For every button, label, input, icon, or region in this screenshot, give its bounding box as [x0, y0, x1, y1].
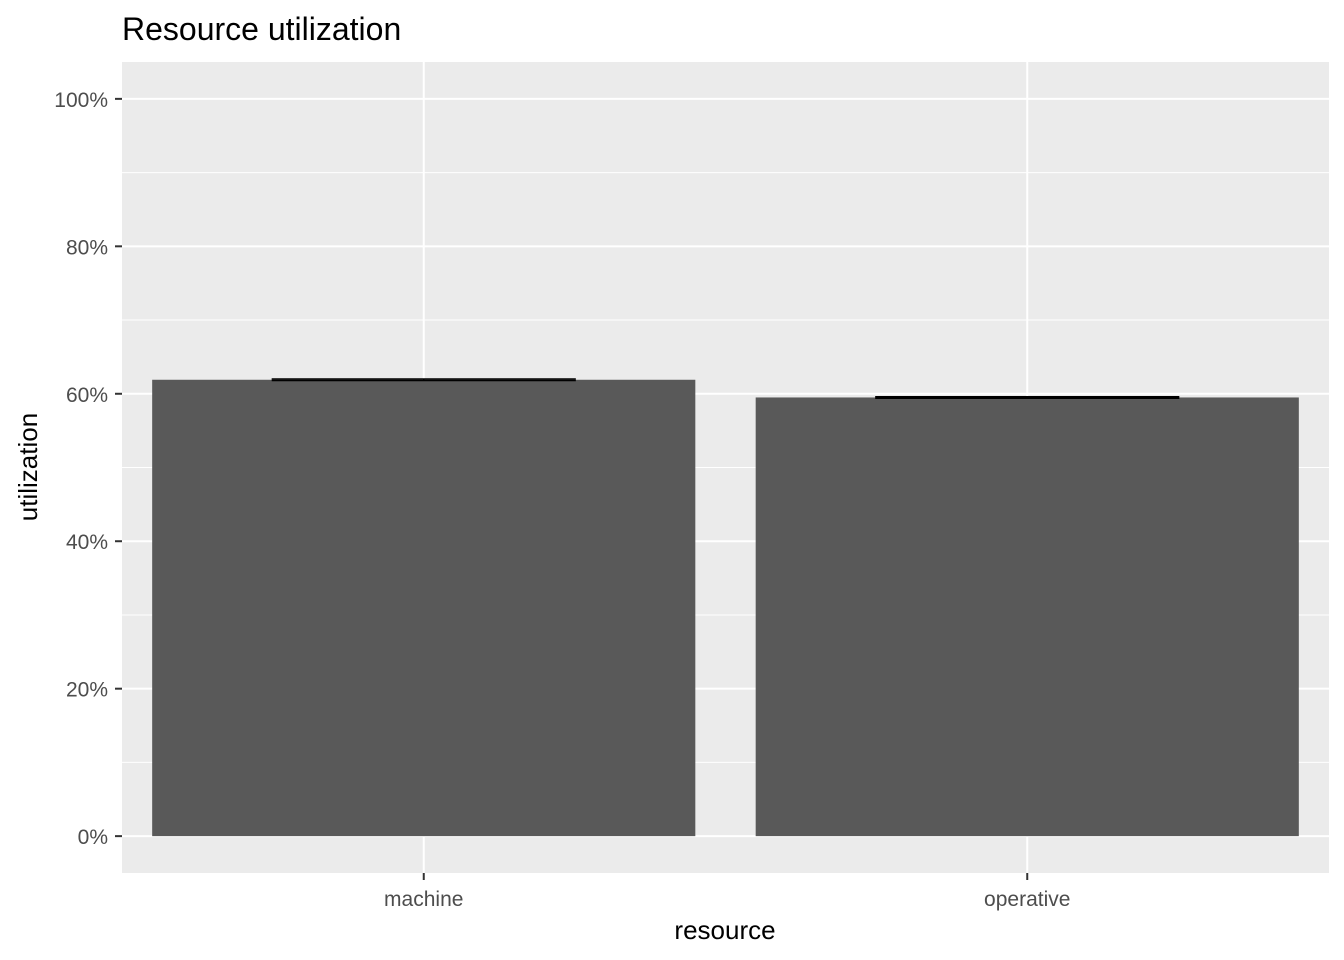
y-tick-label: 20% — [66, 679, 108, 702]
y-tick-label: 100% — [54, 89, 108, 112]
y-axis-title: utilization — [13, 413, 43, 521]
chart-title: Resource utilization — [122, 11, 401, 47]
bar-machine — [152, 379, 696, 837]
y-tick-label: 0% — [78, 826, 108, 849]
y-tick-label: 80% — [66, 236, 108, 259]
x-tick-label: operative — [984, 888, 1070, 911]
error-bars — [271, 378, 1180, 399]
x-axis-title: resource — [674, 915, 775, 945]
y-tick-label: 40% — [66, 531, 108, 554]
x-axis: machine operative — [384, 873, 1070, 911]
bars — [152, 379, 1299, 837]
bar-operative — [755, 397, 1299, 837]
y-axis: 0% 20% 40% 60% 80% 100% — [54, 89, 122, 849]
y-tick-label: 60% — [66, 384, 108, 407]
x-tick-label: machine — [384, 888, 463, 911]
